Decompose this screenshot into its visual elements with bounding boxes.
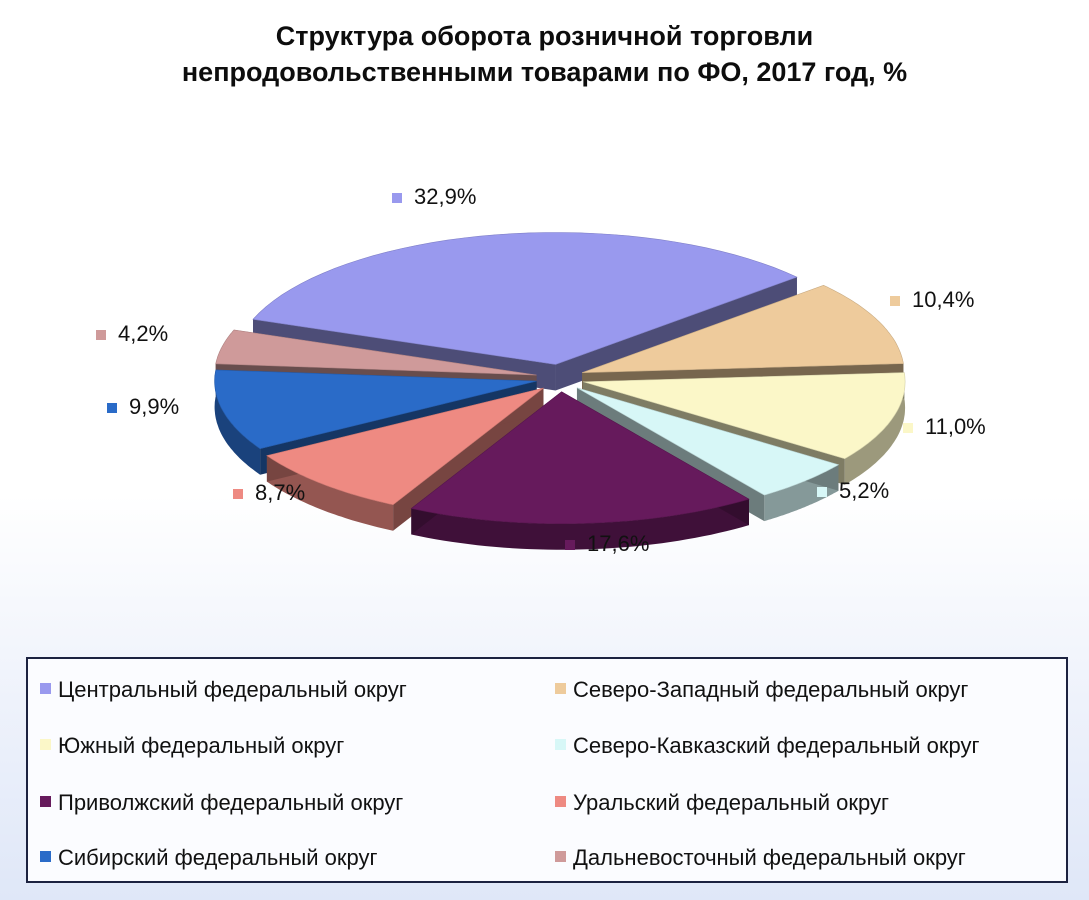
slice-side-wall [411, 499, 749, 550]
data-label-swatch [903, 423, 913, 433]
legend-label: Северо-Западный федеральный округ [573, 677, 969, 702]
legend-item-south: Южный федеральный округ [40, 732, 344, 760]
legend-swatch [40, 683, 51, 694]
slice-top-face [266, 387, 544, 506]
data-label-text: 8,7% [255, 480, 305, 505]
legend-swatch [555, 851, 566, 862]
legend-item-northwest: Северо-Западный федеральный округ [555, 676, 968, 704]
pie-slice-volga [410, 391, 750, 550]
pie-chart: 32,9% 10,4% 11,0% 5,2% 17,6% 8,7% 9,9% 4,2% [96, 184, 986, 556]
data-label-swatch [565, 540, 575, 550]
legend-label: Центральный федеральный округ [58, 677, 407, 702]
data-label-far-east: 4,2% [96, 321, 168, 346]
data-label-ural: 8,7% [233, 480, 305, 505]
data-label-siberia: 9,9% [107, 394, 179, 419]
chart-title-line-1: Структура оборота розничной торговли [275, 21, 814, 51]
slice-top-face [214, 369, 537, 450]
chart-title: Структура оборота розничной торговли неп… [0, 18, 1089, 90]
legend-label: Приволжский федеральный округ [58, 790, 404, 815]
data-label-text: 4,2% [118, 321, 168, 346]
legend-item-far-east: Дальневосточный федеральный округ [555, 844, 966, 872]
legend-item-north-caucasus: Северо-Кавказский федеральный округ [555, 732, 980, 760]
legend-item-volga: Приволжский федеральный округ [40, 789, 403, 817]
data-label-text: 9,9% [129, 394, 179, 419]
chart-legend: Центральный федеральный округ Северо-Зап… [26, 657, 1068, 883]
legend-swatch [40, 851, 51, 862]
legend-label: Северо-Кавказский федеральный округ [573, 733, 980, 758]
data-label-text: 11,0% [925, 414, 986, 439]
slice-top-face [576, 387, 840, 496]
legend-label: Уральский федеральный округ [573, 790, 890, 815]
data-label-swatch [392, 193, 402, 203]
data-label-text: 32,9% [414, 184, 476, 209]
slice-top-face [582, 284, 904, 373]
data-label-volga: 17,6% [565, 531, 649, 556]
data-label-central: 32,9% [392, 184, 476, 209]
legend-label: Дальневосточный федеральный округ [573, 845, 966, 870]
data-label-text: 5,2% [839, 478, 889, 503]
legend-item-siberia: Сибирский федеральный округ [40, 844, 378, 872]
slice-top-face [252, 232, 798, 365]
data-label-text: 10,4% [912, 287, 974, 312]
data-label-swatch [233, 489, 243, 499]
legend-item-central: Центральный федеральный округ [40, 676, 407, 704]
legend-swatch [555, 739, 566, 750]
legend-swatch [40, 739, 51, 750]
data-label-text: 17,6% [587, 531, 649, 556]
data-label-northwest: 10,4% [890, 287, 974, 312]
slice-top-face [583, 372, 906, 460]
slice-side-wall [844, 372, 906, 485]
data-label-south: 11,0% [903, 414, 986, 439]
data-label-swatch [890, 296, 900, 306]
data-label-swatch [107, 403, 117, 413]
data-label-swatch [96, 330, 106, 340]
legend-swatch [555, 796, 566, 807]
legend-label: Сибирский федеральный округ [58, 845, 378, 870]
slice-side-wall [214, 369, 261, 475]
data-label-swatch [817, 487, 827, 497]
legend-swatch [40, 796, 51, 807]
legend-item-ural: Уральский федеральный округ [555, 789, 889, 817]
slice-side-wall [266, 455, 394, 531]
slice-top-face [215, 329, 537, 376]
legend-label: Южный федеральный округ [58, 733, 345, 758]
legend-swatch [555, 683, 566, 694]
slice-top-face [410, 391, 750, 524]
data-label-north-caucasus: 5,2% [817, 478, 889, 503]
chart-title-line-2: непродовольственными товарами по ФО, 201… [181, 57, 908, 87]
